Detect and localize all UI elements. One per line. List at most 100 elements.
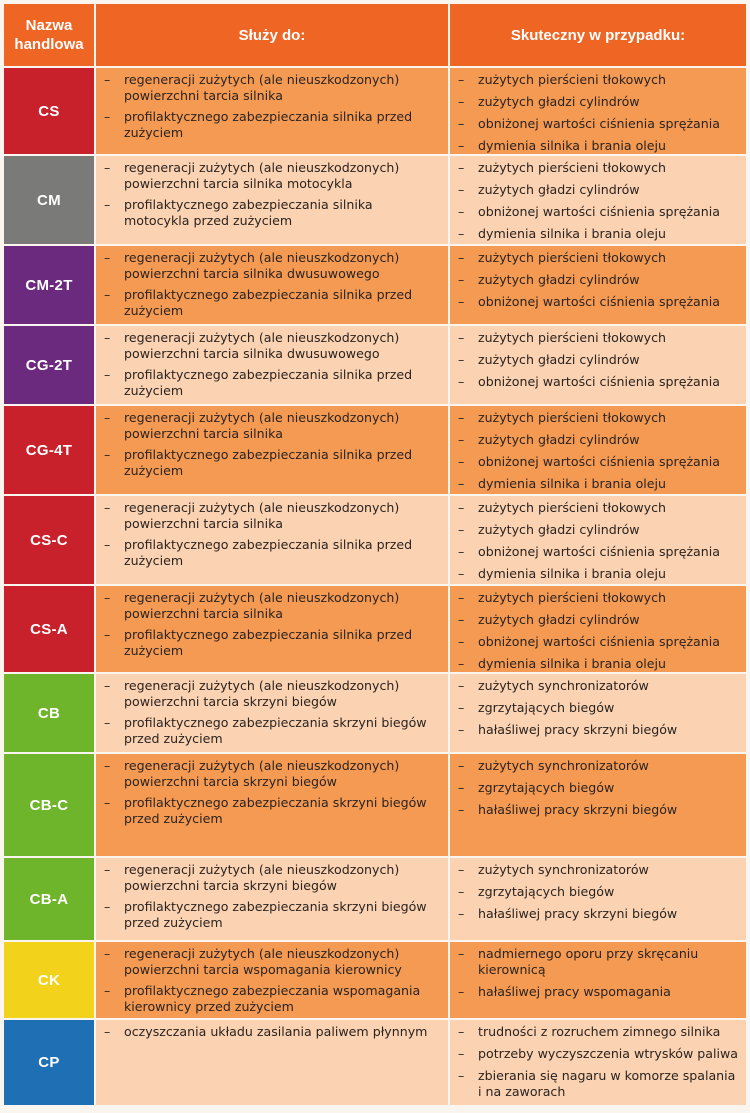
cases-item: obniżonej wartości ciśnienia sprężania (458, 544, 740, 560)
cases-item: zużytych synchronizatorów (458, 862, 740, 878)
cases-cell: zużytych pierścieni tłokowych zużytych gł… (450, 496, 746, 584)
cases-item: obniżonej wartości ciśnienia sprężania (458, 454, 740, 470)
cases-cell: nadmiernego oporu przy skręcaniu kierown… (450, 942, 746, 1018)
cases-item: zużytych gładzi cylindrów (458, 352, 740, 368)
table-row: CP oczyszczania układu zasilania paliwem … (4, 1018, 746, 1105)
uses-cell: regeneracji zużytych (ale nieuszkodzonyc… (96, 942, 450, 1018)
product-name: CM (4, 156, 96, 244)
cases-item: zużytych gładzi cylindrów (458, 432, 740, 448)
uses-item: regeneracji zużytych (ale nieuszkodzonyc… (104, 862, 442, 894)
table-row: CS-Cregeneracji zużytych (ale nieuszkodz… (4, 494, 746, 584)
cases-cell: zużytych pierścieni tłokowych zużytych gł… (450, 246, 746, 324)
cases-item: hałaśliwej pracy wspomagania (458, 984, 740, 1000)
cases-item: zużytych pierścieni tłokowych (458, 160, 740, 176)
cases-item: dymienia silnika i brania oleju (458, 566, 740, 582)
table-row: CM-2Tregeneracji zużytych (ale nieuszkod… (4, 244, 746, 324)
product-name: CM-2T (4, 246, 96, 324)
cases-item: dymienia silnika i brania oleju (458, 476, 740, 492)
uses-cell: regeneracji zużytych (ale nieuszkodzonyc… (96, 754, 450, 856)
table-row: CMregeneracji zużytych (ale nieuszkodzon… (4, 154, 746, 244)
uses-item: profilaktycznego zabezpieczania silnika … (104, 287, 442, 319)
cases-item: obniżonej wartości ciśnienia sprężania (458, 204, 740, 220)
uses-item: profilaktycznego zabezpieczania skrzyni … (104, 795, 442, 827)
product-name: CG-2T (4, 326, 96, 404)
cases-item: dymienia silnika i brania oleju (458, 138, 740, 154)
cases-cell: zużytych pierścieni tłokowych zużytych gł… (450, 586, 746, 672)
cases-cell: zużytych pierścieni tłokowych zużytych gł… (450, 326, 746, 404)
uses-item: regeneracji zużytych (ale nieuszkodzonyc… (104, 72, 442, 104)
uses-item: regeneracji zużytych (ale nieuszkodzonyc… (104, 758, 442, 790)
uses-item: regeneracji zużytych (ale nieuszkodzonyc… (104, 250, 442, 282)
cases-item: zużytych pierścieni tłokowych (458, 500, 740, 516)
product-name: CP (4, 1020, 96, 1105)
cases-item: zużytych gładzi cylindrów (458, 522, 740, 538)
cases-item: obniżonej wartości ciśnienia sprężania (458, 116, 740, 132)
product-name: CK (4, 942, 96, 1018)
product-name: CS-A (4, 586, 96, 672)
cases-item: zgrzytających biegów (458, 884, 740, 900)
uses-cell: regeneracji zużytych (ale nieuszkodzonyc… (96, 246, 450, 324)
table-body: CSregeneracji zużytych (ale nieuszkodzon… (4, 66, 746, 1105)
cases-item: zużytych gładzi cylindrów (458, 94, 740, 110)
table-row: CB-Aregeneracji zużytych (ale nieuszkodz… (4, 856, 746, 940)
cases-item: zużytych pierścieni tłokowych (458, 410, 740, 426)
uses-item: profilaktycznego zabezpieczania silnika … (104, 627, 442, 659)
table-row: CG-2Tregeneracji zużytych (ale nieuszkod… (4, 324, 746, 404)
uses-item: regeneracji zużytych (ale nieuszkodzonyc… (104, 160, 442, 192)
cases-item: dymienia silnika i brania oleju (458, 226, 740, 242)
uses-item: regeneracji zużytych (ale nieuszkodzonyc… (104, 330, 442, 362)
cases-item: zużytych synchronizatorów (458, 678, 740, 694)
product-name: CB-C (4, 754, 96, 856)
uses-cell: regeneracji zużytych (ale nieuszkodzonyc… (96, 674, 450, 752)
cases-item: zużytych gładzi cylindrów (458, 182, 740, 198)
cases-item: zużytych pierścieni tłokowych (458, 250, 740, 266)
cases-item: zużytych pierścieni tłokowych (458, 72, 740, 88)
cases-cell: zużytych pierścieni tłokowych zużytych gł… (450, 156, 746, 244)
cases-cell: zużytych synchronizatorów zgrzytających b… (450, 754, 746, 856)
cases-item: obniżonej wartości ciśnienia sprężania (458, 634, 740, 650)
cases-item: zużytych pierścieni tłokowych (458, 330, 740, 346)
uses-item: profilaktycznego zabezpieczania silnika … (104, 109, 442, 141)
cases-item: potrzeby wyczyszczenia wtrysków paliwa (458, 1046, 740, 1062)
uses-cell: regeneracji zużytych (ale nieuszkodzonyc… (96, 496, 450, 584)
header-cases: Skuteczny w przypadku: (450, 4, 746, 66)
cases-item: obniżonej wartości ciśnienia sprężania (458, 294, 740, 310)
table-header: Nazwa handlowa Służy do: Skuteczny w prz… (4, 4, 746, 66)
table-row: CB-Cregeneracji zużytych (ale nieuszkodz… (4, 752, 746, 856)
cases-item: zgrzytających biegów (458, 700, 740, 716)
cases-item: obniżonej wartości ciśnienia sprężania (458, 374, 740, 390)
uses-item: regeneracji zużytych (ale nieuszkodzonyc… (104, 500, 442, 532)
cases-item: zbierania się nagaru w komorze spalania … (458, 1068, 740, 1100)
table-row: CBregeneracji zużytych (ale nieuszkodzon… (4, 672, 746, 752)
uses-cell: regeneracji zużytych (ale nieuszkodzonyc… (96, 406, 450, 494)
cases-item: dymienia silnika i brania oleju (458, 656, 740, 672)
uses-item: profilaktycznego zabezpieczania silnika … (104, 367, 442, 399)
product-name: CB (4, 674, 96, 752)
uses-item: regeneracji zużytych (ale nieuszkodzonyc… (104, 410, 442, 442)
uses-item: oczyszczania układu zasilania paliwem pł… (104, 1024, 442, 1040)
cases-item: hałaśliwej pracy skrzyni biegów (458, 722, 740, 738)
product-name: CS (4, 68, 96, 154)
cases-item: hałaśliwej pracy skrzyni biegów (458, 802, 740, 818)
cases-item: zużytych pierścieni tłokowych (458, 590, 740, 606)
product-name: CG-4T (4, 406, 96, 494)
uses-cell: regeneracji zużytych (ale nieuszkodzonyc… (96, 586, 450, 672)
uses-cell: oczyszczania układu zasilania paliwem pł… (96, 1020, 450, 1105)
cases-item: zużytych synchronizatorów (458, 758, 740, 774)
uses-item: profilaktycznego zabezpieczania silnika … (104, 197, 442, 229)
uses-item: profilaktycznego zabezpieczania skrzyni … (104, 899, 442, 931)
cases-cell: zużytych synchronizatorów zgrzytających b… (450, 858, 746, 940)
uses-item: regeneracji zużytych (ale nieuszkodzonyc… (104, 678, 442, 710)
cases-cell: zużytych pierścieni tłokowych zużytych gł… (450, 406, 746, 494)
header-name: Nazwa handlowa (4, 4, 96, 66)
cases-item: zgrzytających biegów (458, 780, 740, 796)
cases-item: trudności z rozruchem zimnego silnika (458, 1024, 740, 1040)
uses-item: profilaktycznego zabezpieczania wspomaga… (104, 983, 442, 1015)
table-row: CKregeneracji zużytych (ale nieuszkodzon… (4, 940, 746, 1018)
cases-item: zużytych gładzi cylindrów (458, 612, 740, 628)
cases-item: zużytych gładzi cylindrów (458, 272, 740, 288)
header-uses: Służy do: (96, 4, 450, 66)
table-row: CSregeneracji zużytych (ale nieuszkodzon… (4, 66, 746, 154)
uses-cell: regeneracji zużytych (ale nieuszkodzonyc… (96, 68, 450, 154)
